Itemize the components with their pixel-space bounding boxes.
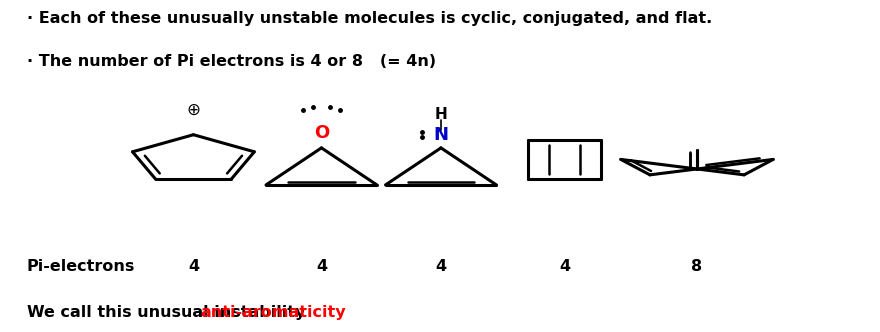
Text: 4: 4: [187, 259, 199, 274]
Text: Pi-electrons: Pi-electrons: [27, 259, 136, 274]
Text: · The number of Pi electrons is 4 or 8   (= 4n): · The number of Pi electrons is 4 or 8 (…: [27, 54, 436, 69]
Text: N: N: [434, 126, 449, 144]
Text: 4: 4: [436, 259, 446, 274]
Text: We call this unusual instability: We call this unusual instability: [27, 305, 311, 320]
Text: ⊕: ⊕: [187, 101, 201, 119]
Text: 4: 4: [559, 259, 570, 274]
Text: 4: 4: [316, 259, 327, 274]
Text: 8: 8: [692, 259, 702, 274]
Text: anti-aromaticity: anti-aromaticity: [201, 305, 346, 320]
Text: O: O: [314, 124, 329, 142]
Text: H: H: [435, 108, 447, 123]
Text: · Each of these unusually unstable molecules is cyclic, conjugated, and flat.: · Each of these unusually unstable molec…: [27, 11, 712, 26]
Text: We call this unusual instability anti-aromaticity: We call this unusual instability anti-ar…: [27, 305, 457, 320]
